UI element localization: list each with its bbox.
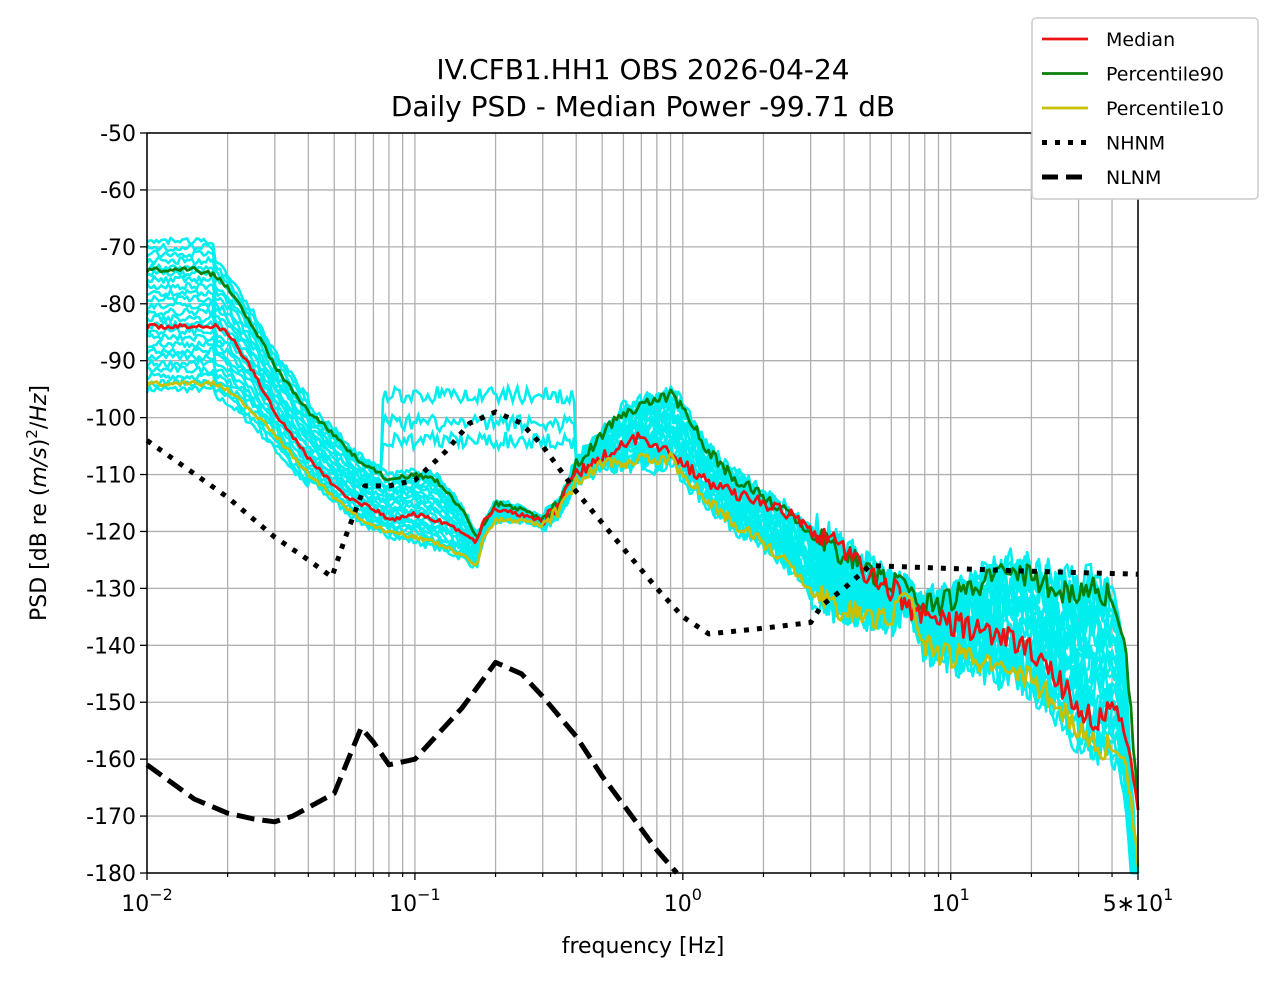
series-nlnm bbox=[145, 659, 679, 875]
legend-label: NLNM bbox=[1106, 167, 1161, 189]
y-axis-label-paren-close: ) bbox=[27, 439, 52, 448]
outlier-psd-trace bbox=[356, 428, 590, 477]
y-tick-label: -70 bbox=[100, 236, 136, 261]
y-tick-label: -100 bbox=[86, 407, 136, 432]
y-axis-label: PSD [dB re (m/s)2/Hz] bbox=[23, 385, 52, 621]
y-tick-label: -120 bbox=[86, 520, 136, 545]
y-axis-ticks: -50 -60 -70 -80 -90 -100 -110 -120 -130 -140 -150 -… bbox=[86, 122, 147, 887]
hourly-psd-trace bbox=[145, 242, 1140, 874]
x-tick-label: 10−1 bbox=[389, 885, 441, 917]
x-axis-label: frequency [Hz] bbox=[562, 934, 725, 959]
y-tick-label: -150 bbox=[86, 691, 136, 716]
outlier-psd-trace bbox=[356, 381, 590, 477]
chart-title: IV.CFB1.HH1 OBS 2026-04-24 bbox=[436, 53, 849, 86]
y-axis-label-suffix: ] bbox=[27, 385, 52, 394]
y-tick-label: -50 bbox=[100, 122, 136, 147]
x-tick-exponent: 1 bbox=[960, 885, 970, 904]
hourly-psd-trace bbox=[146, 294, 1138, 875]
hourly-psd-trace bbox=[145, 255, 1140, 874]
x-tick-label: 101 bbox=[932, 885, 970, 917]
series-nhnm bbox=[145, 409, 1139, 637]
hourly-psd-trace bbox=[146, 236, 1140, 874]
y-axis-label-slash: / bbox=[27, 421, 52, 429]
legend-label: Percentile10 bbox=[1106, 98, 1224, 120]
plot-frame bbox=[146, 132, 1139, 874]
series-median bbox=[145, 322, 1140, 811]
chart-subtitle: Daily PSD - Median Power -99.71 dB bbox=[391, 90, 895, 123]
legend-label: Median bbox=[1106, 29, 1175, 51]
x-tick-base: 10 bbox=[121, 892, 149, 917]
y-axis-label-sup: 2 bbox=[23, 429, 41, 439]
y-tick-label: -90 bbox=[100, 350, 136, 375]
grid-lines bbox=[146, 132, 1139, 874]
x-tick-label: 100 bbox=[664, 885, 702, 917]
y-axis-label-prefix: PSD [dB re bbox=[27, 496, 52, 621]
hourly-psd-traces bbox=[145, 236, 1140, 875]
x-tick-base: 10 bbox=[389, 892, 417, 917]
legend-items: Median Percentile90 Percentile10 NHNM NLNM bbox=[1042, 29, 1224, 189]
series-percentile10 bbox=[145, 379, 1140, 867]
x-axis-ticks: 10−2 10−1 100 101 5∗101 bbox=[121, 873, 1173, 917]
x-tick-base: 10 bbox=[932, 892, 960, 917]
x-tick-exponent: −2 bbox=[149, 885, 173, 904]
y-tick-label: -130 bbox=[86, 577, 136, 602]
y-tick-label: -160 bbox=[86, 748, 136, 773]
legend-box bbox=[1031, 17, 1259, 200]
x-tick-exponent: 1 bbox=[1163, 885, 1173, 904]
y-axis-label-hz: Hz bbox=[27, 393, 52, 422]
y-tick-label: -60 bbox=[100, 179, 136, 204]
x-tick-exponent: 0 bbox=[692, 885, 702, 904]
summary-series bbox=[145, 266, 1140, 875]
outlier-psd-trace bbox=[356, 410, 590, 477]
legend: Median Percentile90 Percentile10 NHNM NLNM bbox=[1031, 17, 1259, 200]
y-tick-label: -170 bbox=[86, 805, 136, 830]
y-axis-label-ms: m/s bbox=[27, 447, 52, 487]
y-tick-label: -80 bbox=[100, 293, 136, 318]
y-axis-label-paren-open: ( bbox=[27, 488, 52, 497]
x-tick-base: 5∗10 bbox=[1103, 892, 1163, 917]
y-tick-label: -140 bbox=[86, 634, 136, 659]
x-tick-label: 10−2 bbox=[121, 885, 173, 917]
x-tick-label: 5∗101 bbox=[1103, 885, 1174, 917]
series-percentile90 bbox=[145, 266, 1140, 810]
legend-label: NHNM bbox=[1106, 133, 1165, 155]
y-tick-label: -180 bbox=[86, 862, 136, 887]
x-tick-exponent: −1 bbox=[417, 885, 441, 904]
x-tick-base: 10 bbox=[664, 892, 692, 917]
y-tick-label: -110 bbox=[86, 464, 136, 489]
hourly-psd-trace bbox=[146, 249, 1140, 874]
legend-label: Percentile90 bbox=[1106, 64, 1224, 86]
